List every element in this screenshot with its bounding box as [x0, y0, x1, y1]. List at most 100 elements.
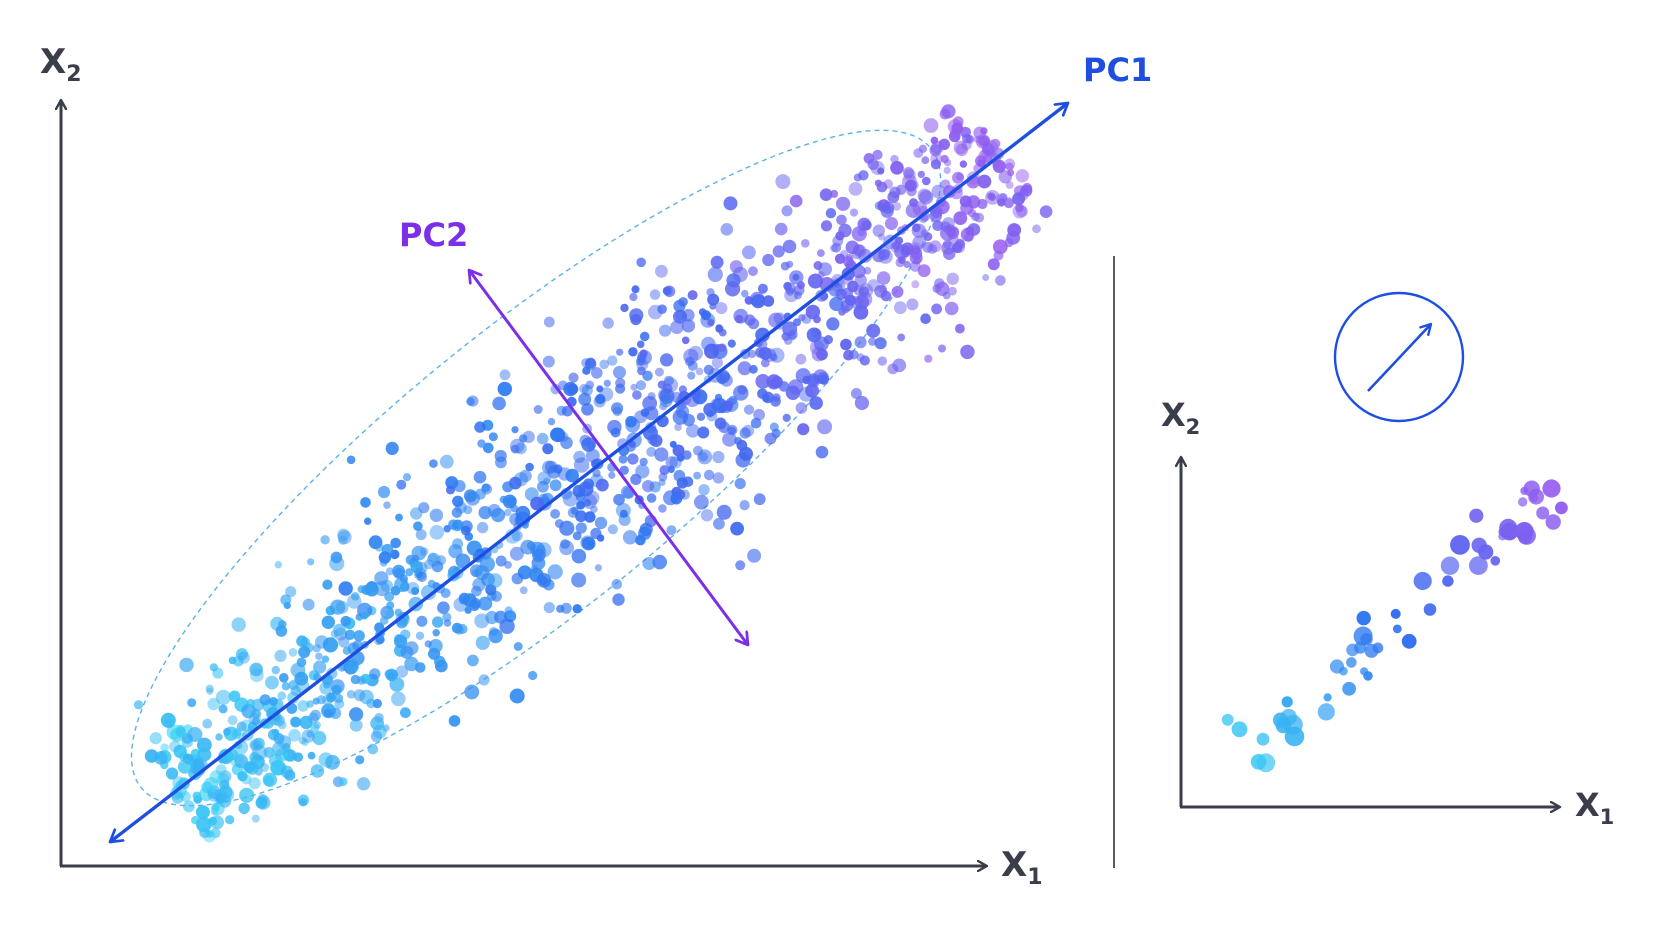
data-point: [452, 495, 464, 507]
data-point: [384, 591, 395, 602]
data-point: [709, 302, 717, 310]
data-point: [854, 336, 867, 349]
data-point: [774, 222, 788, 236]
data-point: [943, 166, 951, 174]
data-point: [399, 574, 408, 583]
right-y-axis-label: X2: [1161, 396, 1200, 439]
data-point: [660, 353, 674, 367]
data-point: [1423, 603, 1437, 616]
data-point: [386, 601, 395, 610]
data-point: [271, 665, 280, 675]
data-point: [451, 507, 463, 518]
data-point: [547, 417, 556, 426]
left-y-axis-label: X2: [40, 42, 82, 87]
pc2-label: PC2: [399, 216, 468, 254]
data-point: [492, 396, 506, 411]
data-point: [735, 452, 751, 468]
data-point: [307, 558, 315, 566]
data-point: [920, 313, 931, 325]
data-point: [797, 281, 805, 290]
data-point: [460, 525, 471, 536]
data-point: [693, 471, 701, 480]
data-point: [1354, 641, 1367, 654]
data-point: [877, 356, 887, 366]
data-point: [475, 635, 490, 650]
data-point: [805, 383, 819, 398]
data-point: [410, 507, 423, 520]
data-point: [1020, 184, 1033, 197]
data-point: [377, 485, 391, 499]
data-point: [575, 491, 586, 502]
data-point: [260, 763, 269, 772]
data-point: [513, 642, 523, 651]
data-point: [955, 238, 965, 248]
data-point: [819, 188, 833, 201]
data-point: [495, 555, 507, 567]
data-point: [237, 651, 250, 664]
data-point: [1520, 486, 1529, 495]
data-point: [953, 211, 968, 226]
data-point: [687, 360, 698, 371]
data-point: [607, 524, 619, 535]
data-point: [280, 594, 292, 606]
data-point: [889, 186, 901, 198]
data-point: [570, 506, 579, 515]
data-point: [890, 161, 904, 175]
data-point: [786, 260, 794, 268]
data-point: [559, 540, 574, 556]
data-point: [1256, 732, 1270, 746]
data-point: [737, 361, 752, 376]
data-point: [372, 698, 382, 709]
data-point: [504, 606, 513, 615]
data-point: [628, 347, 638, 357]
data-point: [360, 497, 371, 508]
data-point: [1490, 556, 1501, 566]
data-point: [636, 257, 646, 268]
data-point: [678, 297, 688, 307]
data-point: [762, 253, 775, 267]
data-point: [273, 733, 285, 744]
data-point: [439, 454, 454, 469]
data-point: [706, 288, 715, 297]
data-point: [1469, 508, 1484, 523]
data-point: [464, 684, 480, 700]
data-point: [223, 727, 231, 736]
data-point: [356, 777, 371, 791]
data-point: [346, 455, 356, 465]
data-point: [610, 427, 621, 438]
data-point: [215, 733, 223, 741]
data-point: [892, 358, 907, 373]
data-point: [443, 619, 452, 627]
data-point: [228, 690, 241, 703]
data-point: [666, 525, 677, 536]
data-point: [1032, 224, 1041, 234]
data-point: [891, 285, 904, 298]
data-point: [707, 266, 723, 282]
data-point: [495, 456, 507, 469]
data-point: [1015, 169, 1029, 183]
data-point: [1317, 703, 1335, 721]
data-point: [638, 526, 652, 540]
data-point: [642, 480, 655, 493]
data-point: [415, 631, 425, 640]
data-point: [424, 640, 432, 648]
data-point: [747, 349, 757, 359]
data-point: [987, 192, 995, 200]
data-point: [1003, 198, 1014, 209]
data-point: [632, 390, 642, 400]
data-point: [1339, 666, 1348, 676]
data-point: [658, 472, 668, 482]
data-point: [730, 521, 744, 536]
data-point: [700, 310, 712, 321]
data-point: [782, 413, 791, 422]
data-point: [647, 392, 656, 401]
data-point: [536, 432, 549, 445]
data-point: [448, 519, 459, 530]
data-point: [1498, 532, 1507, 541]
data-point: [853, 285, 865, 296]
data-point: [639, 457, 648, 466]
data-point: [944, 159, 952, 167]
data-point: [817, 271, 825, 279]
data-point: [1360, 633, 1373, 646]
data-point: [288, 648, 298, 657]
